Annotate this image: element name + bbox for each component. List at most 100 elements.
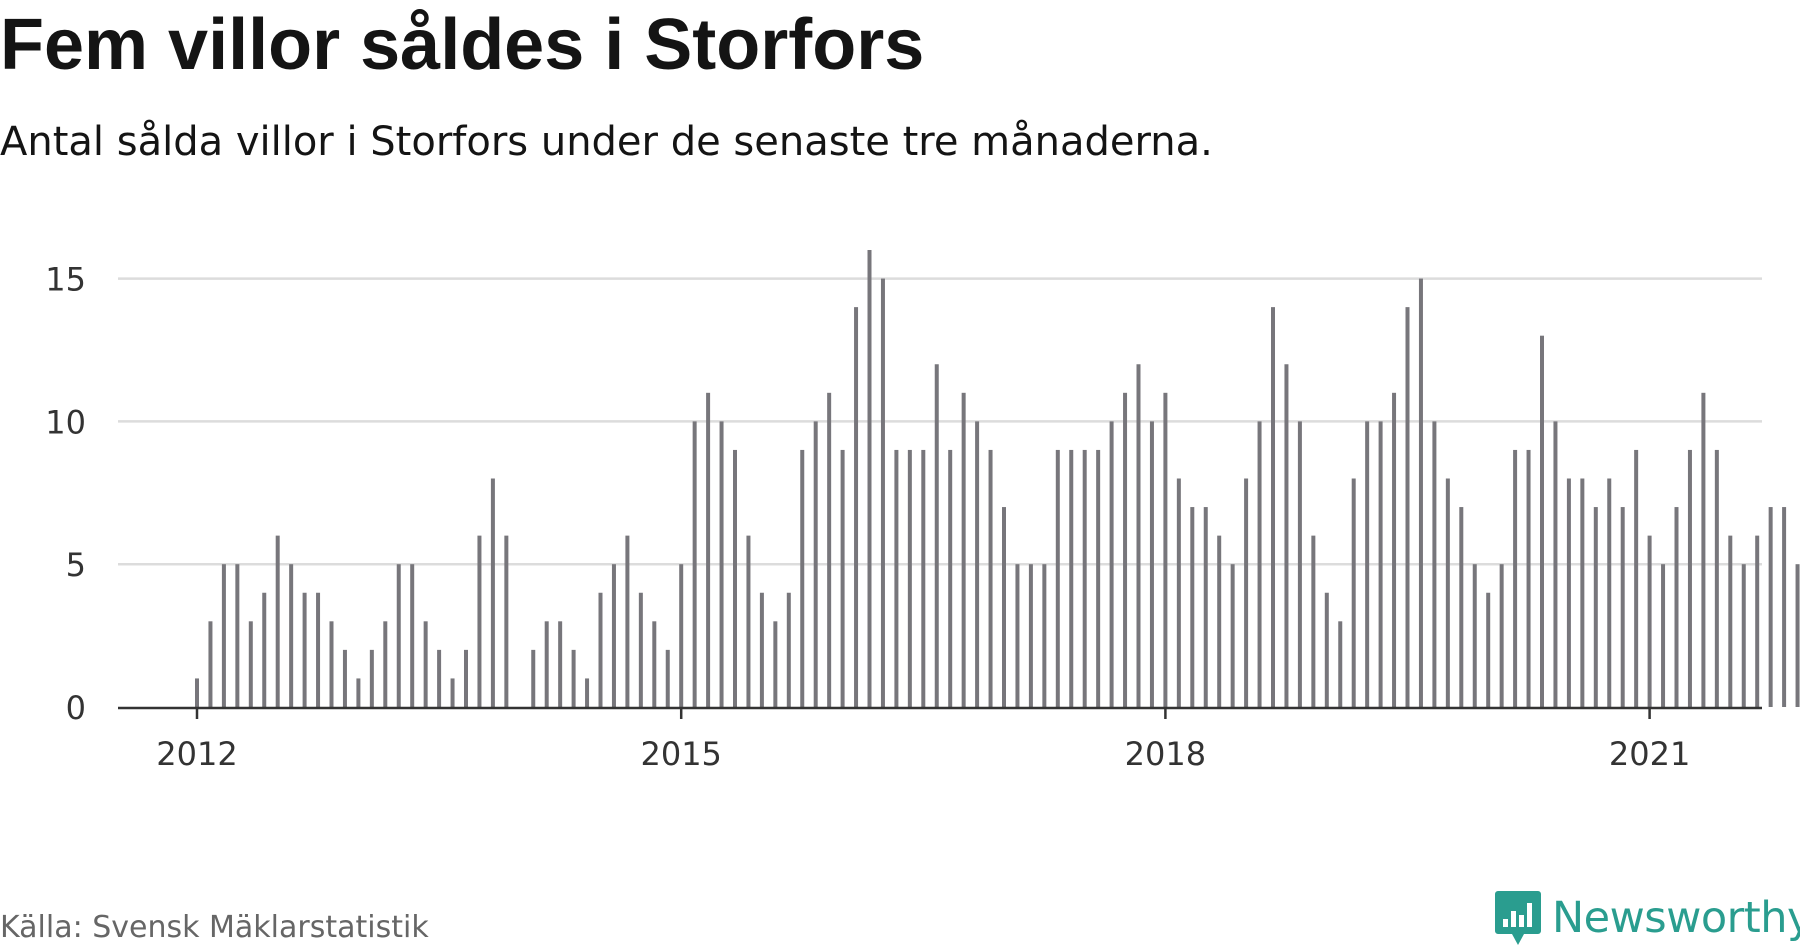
bars	[195, 250, 1800, 707]
bar	[746, 535, 751, 707]
page-title: Fem villor såldes i Storfors	[0, 5, 925, 85]
bar	[1190, 507, 1195, 707]
bar	[1647, 535, 1652, 707]
bar	[988, 449, 993, 707]
bar	[423, 621, 428, 707]
bar	[1123, 392, 1128, 707]
source-note: Källa: Svensk Mäklarstatistik	[0, 910, 429, 945]
bar	[464, 649, 468, 707]
bar	[598, 592, 603, 707]
bar	[827, 392, 832, 707]
bar	[302, 592, 307, 707]
bar	[1338, 621, 1343, 707]
newsworthy-logo-icon	[1495, 891, 1541, 945]
bar	[437, 649, 442, 707]
bar	[1714, 449, 1719, 707]
bar	[692, 421, 697, 707]
bar	[665, 649, 670, 707]
bar	[934, 364, 939, 707]
bar	[1674, 507, 1679, 707]
y-axis-ticks: 0 5 10 15	[45, 261, 86, 727]
bar	[396, 564, 401, 707]
bar	[867, 250, 872, 707]
bar	[1728, 535, 1733, 707]
bar	[504, 535, 509, 707]
x-tick-label: 2018	[1125, 735, 1206, 773]
bar	[1297, 421, 1302, 707]
bar	[679, 564, 684, 707]
bar	[356, 678, 361, 707]
x-tick-label: 2021	[1609, 735, 1690, 773]
bar	[1203, 507, 1208, 707]
x-tick-label: 2015	[640, 735, 721, 773]
bar	[1593, 507, 1598, 707]
bar	[1069, 449, 1074, 707]
bar	[894, 449, 899, 707]
bar	[585, 678, 590, 707]
bar	[1459, 507, 1464, 707]
bar	[733, 449, 737, 707]
bar	[1028, 564, 1033, 707]
bar	[1082, 449, 1087, 707]
bar	[1244, 478, 1249, 707]
bar	[531, 649, 536, 707]
bar	[948, 449, 953, 707]
page-subtitle: Antal sålda villor i Storfors under de s…	[0, 119, 1213, 165]
bar	[316, 592, 321, 707]
bar	[1163, 392, 1168, 707]
bar	[1311, 535, 1316, 707]
bar	[195, 678, 199, 707]
bar	[571, 649, 576, 707]
bar	[1042, 564, 1047, 707]
bar	[1661, 564, 1666, 707]
bar	[786, 592, 791, 707]
bar	[208, 621, 213, 707]
x-tick-label: 2012	[156, 735, 237, 773]
bar	[638, 592, 643, 707]
bar	[706, 392, 711, 707]
bar	[652, 621, 657, 707]
bar	[329, 621, 334, 707]
bar	[1230, 564, 1235, 707]
bar	[1768, 507, 1773, 707]
bar	[1540, 335, 1544, 707]
bar	[840, 449, 845, 707]
bar	[383, 621, 388, 707]
bar	[1055, 449, 1060, 707]
bar	[544, 621, 549, 707]
bar	[773, 621, 778, 707]
bar	[1149, 421, 1154, 707]
bar	[1741, 564, 1746, 707]
bar	[1795, 564, 1800, 707]
bar	[1418, 278, 1423, 707]
bar	[1351, 478, 1356, 707]
bar	[921, 449, 926, 707]
bar	[1701, 392, 1706, 707]
bar	[369, 649, 374, 707]
bar	[262, 592, 267, 707]
bar	[1580, 478, 1585, 707]
bar	[1486, 592, 1491, 707]
bar	[1257, 421, 1262, 707]
bar	[235, 564, 240, 707]
bar	[1217, 535, 1222, 707]
bar	[1607, 478, 1612, 707]
bar	[907, 449, 912, 707]
y-tick-label: 15	[45, 261, 86, 299]
bar	[1526, 449, 1531, 707]
bar	[289, 564, 294, 707]
bar	[1096, 449, 1101, 707]
bar	[1472, 564, 1477, 707]
bar	[477, 535, 482, 707]
bar	[975, 421, 980, 707]
bar	[490, 478, 495, 707]
bar	[1324, 592, 1329, 707]
bar	[813, 421, 818, 707]
bar	[1499, 564, 1504, 707]
bar	[558, 621, 563, 707]
bar	[1445, 478, 1450, 707]
bar	[854, 307, 859, 707]
bar	[961, 392, 966, 707]
bar	[1271, 307, 1275, 707]
bar	[221, 564, 226, 707]
